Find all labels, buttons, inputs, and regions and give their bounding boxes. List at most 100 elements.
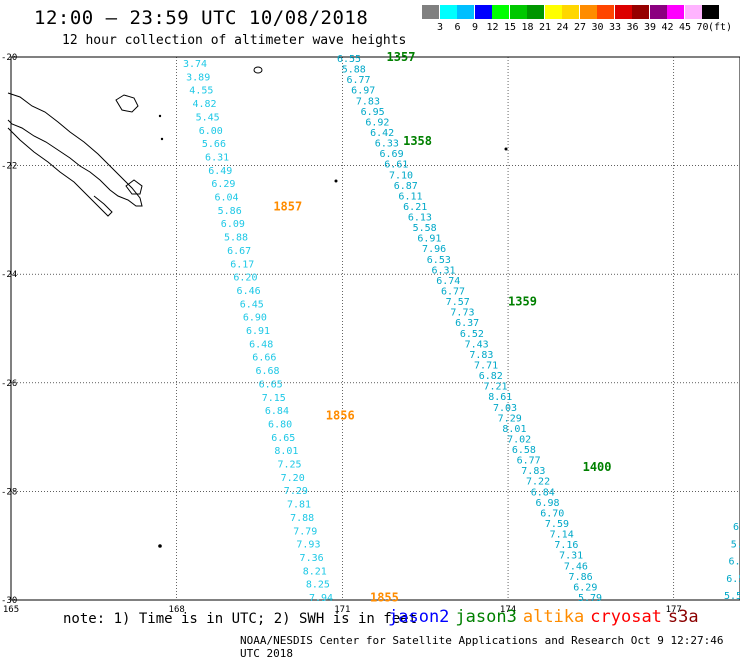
west-track-value: 7.93: [296, 540, 320, 551]
west-track-value: 6.31: [205, 152, 229, 163]
west-track-value: 5.45: [196, 112, 220, 123]
east-track-value: 7.31: [559, 551, 583, 562]
east-track-value: 6.84: [531, 487, 555, 498]
west-track-value: 8.01: [274, 446, 298, 457]
east-track-value: 8.61: [488, 392, 512, 403]
east-track-value: 6.52: [460, 329, 484, 340]
east-track-value: 7.83: [469, 350, 493, 361]
lat-label: -20: [1, 53, 17, 63]
west-track-value: 6.00: [199, 126, 223, 137]
west-track-value: 6.91: [246, 326, 270, 337]
time-label-1857: 1857: [273, 199, 302, 213]
east-track-value: 6.13: [408, 213, 432, 224]
edge-track-value: 6.: [729, 557, 740, 568]
west-track-value: 6.46: [237, 286, 261, 297]
west-track-value: 6.68: [255, 366, 279, 377]
east-track-value: 6.61: [384, 160, 408, 171]
west-track-value: 6.84: [265, 406, 289, 417]
west-track-value: 7.36: [300, 553, 324, 564]
east-track-value: 7.29: [498, 413, 522, 424]
satellite-cryosat: cryosat: [590, 607, 662, 627]
time-label-1357: 1357: [387, 50, 416, 64]
east-track-value: 7.22: [526, 477, 550, 488]
island-outline: [254, 67, 262, 73]
time-label-1358: 1358: [403, 134, 432, 148]
coastline: [8, 128, 112, 216]
island-dot: [161, 138, 163, 140]
east-track-value: 6.77: [441, 287, 465, 298]
west-track-value: 6.04: [215, 193, 239, 204]
west-track-value: 6.80: [268, 419, 292, 430]
east-track-value: 7.59: [545, 519, 569, 530]
east-track-value: 6.77: [517, 456, 541, 467]
east-track-value: 7.21: [483, 382, 507, 393]
west-track-value: 7.29: [284, 486, 308, 497]
east-track-value: 6.98: [535, 498, 559, 509]
footer-credit: NOAA/NESDIS Center for Satellite Applica…: [240, 634, 740, 660]
west-track-value: 4.55: [189, 86, 213, 97]
east-track-value: 7.03: [493, 403, 517, 414]
island-outline: [126, 180, 142, 194]
east-track-value: 6.77: [346, 75, 370, 86]
west-track-value: 6.29: [211, 179, 235, 190]
island-dot: [505, 148, 508, 151]
west-track-value: 3.89: [186, 72, 210, 83]
east-track-value: 6.92: [365, 117, 389, 128]
west-track-value: 7.81: [287, 500, 311, 511]
east-track-value: 6.29: [573, 582, 597, 593]
west-track-value: 6.66: [252, 353, 276, 364]
west-track-value: 6.20: [233, 273, 257, 284]
lat-label: -26: [1, 379, 17, 389]
west-track-value: 7.94: [309, 593, 333, 604]
west-track-value: 5.88: [224, 233, 248, 244]
east-track-value: 6.42: [370, 128, 394, 139]
satellite-altika: altika: [523, 607, 584, 627]
satellite-jason3: jason3: [455, 607, 516, 627]
east-track-value: 7.96: [422, 244, 446, 255]
west-track-value: 8.21: [303, 566, 327, 577]
east-track-value: 6.91: [417, 234, 441, 245]
east-track-value: 6.95: [361, 107, 385, 118]
west-track-value: 6.45: [240, 299, 264, 310]
lat-label: -30: [1, 596, 17, 606]
east-track-value: 5.79: [578, 593, 602, 604]
west-track-value: 7.15: [262, 393, 286, 404]
west-track-value: 5.86: [218, 206, 242, 217]
west-track-value: 6.48: [249, 339, 273, 350]
east-track-value: 6.58: [512, 445, 536, 456]
west-track-value: 5.66: [202, 139, 226, 150]
satellite-s3a: s3a: [668, 607, 699, 627]
west-track-value: 6.65: [259, 379, 283, 390]
island-dot: [159, 115, 161, 117]
east-track-value: 6.55: [337, 54, 361, 65]
east-track-value: 7.14: [550, 530, 574, 541]
east-track-value: 5.58: [413, 223, 437, 234]
east-track-value: 7.16: [554, 540, 578, 551]
east-track-value: 7.83: [356, 96, 380, 107]
east-track-value: 6.53: [427, 255, 451, 266]
west-track-value: 6.65: [271, 433, 295, 444]
west-track-value: 7.79: [293, 526, 317, 537]
island-dot: [335, 180, 338, 183]
lat-label: -22: [1, 162, 17, 172]
east-track-value: 6.87: [394, 181, 418, 192]
time-label-1855: 1855: [370, 590, 399, 604]
lon-label: 165: [3, 605, 19, 615]
west-track-value: 8.25: [306, 580, 330, 591]
east-track-value: 6.69: [380, 149, 404, 160]
west-track-value: 3.74: [183, 59, 207, 70]
east-track-value: 7.73: [450, 308, 474, 319]
east-track-value: 6.82: [479, 371, 503, 382]
east-track-value: 7.71: [474, 360, 498, 371]
edge-track-value: 5.: [731, 539, 740, 550]
time-label-1359: 1359: [508, 294, 537, 308]
east-track-value: 5.88: [342, 65, 366, 76]
east-track-value: 6.21: [403, 202, 427, 213]
east-track-value: 7.43: [465, 339, 489, 350]
east-track-value: 7.10: [389, 170, 413, 181]
east-track-value: 6.11: [398, 191, 422, 202]
west-track-value: 6.17: [230, 259, 254, 270]
east-track-value: 7.57: [446, 297, 470, 308]
east-track-value: 8.01: [502, 424, 526, 435]
